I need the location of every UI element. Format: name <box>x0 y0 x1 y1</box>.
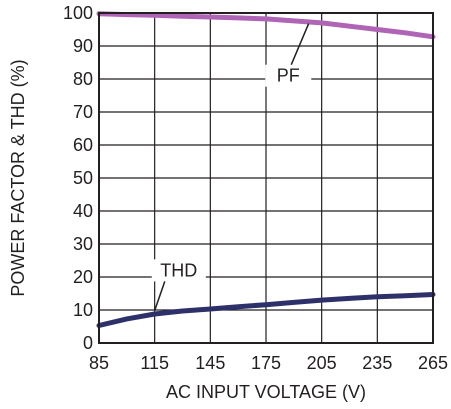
x-tick-label: 145 <box>195 353 225 373</box>
y-tick-label: 20 <box>73 267 93 287</box>
y-tick-label: 10 <box>73 300 93 320</box>
pf-leader-line <box>290 23 310 65</box>
y-tick-label: 70 <box>73 102 93 122</box>
pf-label-background <box>265 64 312 87</box>
x-tick-label: 115 <box>140 353 169 373</box>
series-line-pf <box>96 11 436 40</box>
thd-leader-line <box>153 281 166 311</box>
y-tick-label: 80 <box>73 69 93 89</box>
grid <box>98 12 434 344</box>
y-tick-label: 30 <box>73 234 93 254</box>
y-tick-labels: 0 10 20 30 40 50 60 70 80 90 100 <box>63 3 93 353</box>
x-tick-label: 85 <box>89 353 109 373</box>
series-lines <box>96 11 436 328</box>
y-tick-label: 100 <box>63 3 93 23</box>
x-tick-labels: 85 115 145 175 205 235 265 <box>89 353 448 373</box>
series-line-thd <box>96 292 436 328</box>
y-axis-title: POWER FACTOR & THD (%) <box>8 59 28 296</box>
x-tick-label: 175 <box>251 353 281 373</box>
y-tick-label: 0 <box>83 333 93 353</box>
y-tick-label: 40 <box>73 201 93 221</box>
y-tick-label: 90 <box>73 36 93 56</box>
series-label-thd: THD <box>160 260 197 280</box>
plot-frame <box>98 12 434 344</box>
series-label-pf: PF <box>277 66 300 86</box>
label-boxes <box>151 23 312 311</box>
y-tick-label: 50 <box>73 168 93 188</box>
thd-label-background <box>151 259 206 282</box>
x-axis-title: AC INPUT VOLTAGE (V) <box>166 382 366 402</box>
x-tick-label: 265 <box>418 353 448 373</box>
x-tick-label: 205 <box>307 353 337 373</box>
x-tick-label: 235 <box>362 353 392 373</box>
y-tick-label: 60 <box>73 135 93 155</box>
